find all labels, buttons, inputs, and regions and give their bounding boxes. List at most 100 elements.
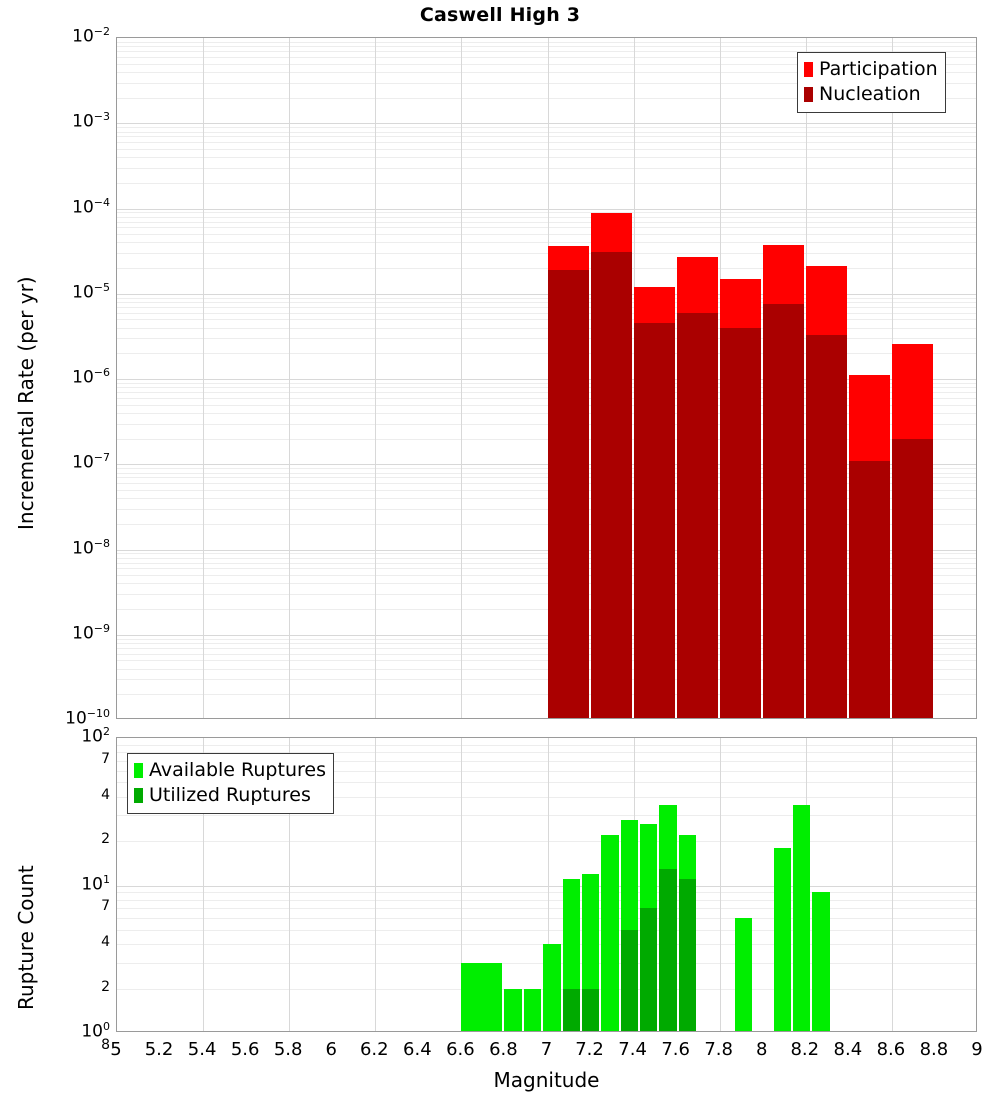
bar-segment-nucleation (676, 312, 718, 718)
legend-label: Nucleation (819, 83, 921, 105)
grid-line-minor (117, 41, 976, 43)
grid-line-minor (117, 131, 976, 133)
grid-line-minor (117, 489, 976, 491)
grid-line-minor (117, 483, 976, 485)
y-tick-label: 2 (101, 978, 110, 995)
x-tick-label: 7.8 (704, 1039, 733, 1060)
x-tick-label: 9 (971, 1039, 983, 1060)
grid-line-minor (117, 468, 976, 470)
grid-line-vertical (547, 738, 549, 1031)
bar-rupture-count (562, 879, 580, 1031)
chart-title: Caswell High 3 (419, 4, 581, 26)
bar-rupture-count (734, 918, 753, 1031)
grid-line-minor (117, 508, 976, 510)
bar-rupture-count (504, 988, 522, 1031)
grid-line-minor (117, 157, 976, 159)
bar-segment-nucleation (805, 334, 847, 718)
grid-line-minor (117, 136, 976, 138)
grid-line-minor (117, 82, 976, 84)
grid-line-minor (117, 404, 976, 406)
grid-line-minor (117, 744, 976, 746)
grid-line-minor (117, 770, 976, 772)
x-tick-label: 5.4 (187, 1039, 217, 1060)
grid-line-minor (117, 221, 976, 223)
bar-incremental-rate (633, 286, 675, 718)
grid-line-minor (117, 643, 976, 644)
grid-line-minor (117, 234, 976, 236)
grid-line-minor (117, 653, 976, 655)
incremental-rate-plot (116, 37, 977, 719)
bar-incremental-rate (719, 278, 761, 718)
grid-line-minor (117, 338, 976, 340)
y-tick-label: 7 (101, 898, 110, 915)
bar-incremental-rate (547, 246, 589, 718)
grid-line-minor (117, 575, 976, 577)
grid-line-minor (117, 127, 976, 129)
grid-line (117, 885, 976, 887)
bar-segment-nucleation (547, 269, 589, 718)
participation-legend-item: Participation (804, 57, 938, 82)
ruptures-legend-item: Utilized Ruptures (134, 783, 326, 808)
bar-segment-nucleation (848, 460, 890, 718)
bar-incremental-rate (805, 266, 847, 718)
legend-label: Participation (819, 58, 938, 80)
y-tick-label: 10−8 (72, 536, 110, 559)
grid-line-minor (117, 557, 976, 559)
grid-line-minor (117, 227, 976, 229)
grid-line-minor (117, 660, 976, 662)
participation-legend-item: Nucleation (804, 82, 938, 107)
bar-incremental-rate (676, 256, 718, 718)
bar-rupture-count (461, 962, 503, 1031)
y-tick-label: 10−4 (72, 195, 110, 218)
y-tick-label: 10−6 (72, 366, 110, 388)
bar-incremental-rate (848, 375, 890, 718)
y-tick-label: 102 (81, 725, 110, 747)
grid-line-minor (117, 63, 976, 65)
x-tick-label: 8 (756, 1039, 768, 1060)
grid-line-minor (117, 472, 976, 474)
grid-line-vertical (891, 738, 893, 1031)
bar-incremental-rate (762, 245, 804, 718)
grid-line-minor (117, 242, 976, 244)
bar-rupture-count (543, 944, 561, 1031)
grid-line-minor (117, 892, 976, 894)
y-tick-label: 10−9 (72, 621, 110, 644)
x-tick-label: 5.8 (273, 1039, 303, 1060)
grid-line (117, 208, 976, 210)
grid-line-minor (117, 297, 976, 299)
grid-line-minor (117, 212, 976, 214)
top-y-axis-label: Incremental Rate (per yr) (14, 276, 38, 530)
grid-line-minor (117, 679, 976, 681)
grid-line-minor (117, 760, 976, 762)
grid-line-minor (117, 306, 976, 308)
bar-rupture-count (792, 805, 811, 1031)
bar-rupture-count (620, 819, 639, 1031)
ruptures-legend-item: Available Ruptures (134, 758, 326, 783)
x-tick-label: 7.6 (661, 1039, 690, 1060)
x-tick-label: 5.2 (144, 1039, 174, 1060)
grid-line-minor (117, 167, 976, 169)
bar-rupture-count (812, 892, 830, 1031)
grid-line (117, 634, 976, 636)
x-tick-label: 6.2 (359, 1039, 389, 1060)
legend-label: Utilized Ruptures (149, 784, 311, 806)
x-tick-label: 7 (540, 1039, 553, 1060)
bar-rupture-count (601, 834, 619, 1031)
grid-line-minor (117, 46, 976, 48)
grid-line-minor (117, 382, 976, 384)
grid-line (117, 123, 976, 125)
grid-line (117, 464, 976, 466)
bar-segment-utilized (581, 988, 600, 1031)
bar-segment-nucleation (719, 327, 761, 718)
grid-line-minor (117, 302, 976, 303)
grid-line-minor (117, 477, 976, 479)
grid-line-minor (117, 353, 976, 355)
grid-line-minor (117, 397, 976, 399)
grid-line-minor (117, 647, 976, 649)
grid-line-minor (117, 553, 976, 555)
grid-line-minor (117, 638, 976, 640)
bar-rupture-count (659, 805, 677, 1031)
bar-segment-utilized (562, 988, 580, 1031)
bar-segment-nucleation (762, 304, 804, 718)
